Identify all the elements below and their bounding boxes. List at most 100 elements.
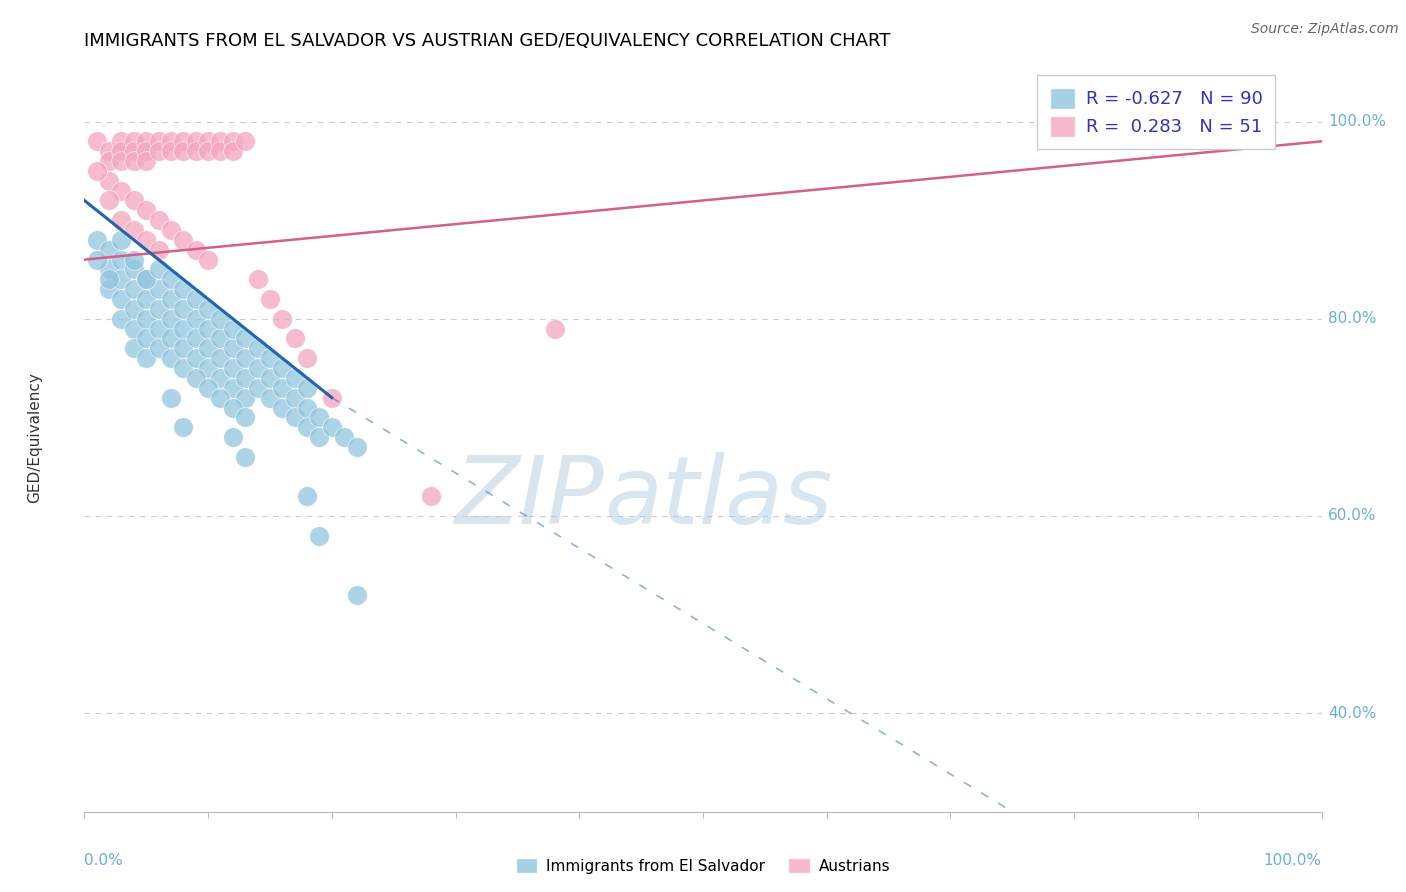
Point	[160, 134, 183, 148]
Point	[122, 282, 145, 296]
Point	[148, 213, 170, 227]
Point	[172, 134, 194, 148]
Point	[98, 243, 121, 257]
Point	[222, 381, 245, 395]
Point	[135, 311, 157, 326]
Text: 100.0%: 100.0%	[1327, 114, 1386, 129]
Point	[197, 321, 219, 335]
Point	[259, 351, 281, 366]
Point	[122, 342, 145, 356]
Point	[172, 233, 194, 247]
Point	[172, 361, 194, 376]
Point	[295, 381, 318, 395]
Point	[110, 272, 132, 286]
Point	[271, 311, 294, 326]
Point	[259, 292, 281, 306]
Point	[148, 301, 170, 316]
Point	[222, 401, 245, 415]
Point	[98, 262, 121, 277]
Point	[160, 272, 183, 286]
Point	[184, 243, 207, 257]
Point	[110, 252, 132, 267]
Point	[172, 342, 194, 356]
Point	[209, 331, 232, 345]
Point	[122, 144, 145, 158]
Point	[110, 233, 132, 247]
Text: Source: ZipAtlas.com: Source: ZipAtlas.com	[1251, 22, 1399, 37]
Point	[160, 391, 183, 405]
Point	[184, 331, 207, 345]
Point	[135, 144, 157, 158]
Point	[184, 144, 207, 158]
Point	[98, 154, 121, 169]
Point	[98, 272, 121, 286]
Point	[122, 134, 145, 148]
Point	[197, 361, 219, 376]
Point	[259, 371, 281, 385]
Point	[308, 529, 330, 543]
Point	[295, 420, 318, 434]
Point	[148, 321, 170, 335]
Point	[172, 301, 194, 316]
Point	[135, 292, 157, 306]
Text: atlas: atlas	[605, 451, 832, 542]
Point	[122, 321, 145, 335]
Point	[122, 262, 145, 277]
Point	[197, 381, 219, 395]
Point	[122, 194, 145, 208]
Point	[321, 420, 343, 434]
Point	[246, 272, 269, 286]
Point	[233, 450, 256, 464]
Point	[222, 144, 245, 158]
Point	[98, 282, 121, 296]
Point	[135, 331, 157, 345]
Point	[184, 311, 207, 326]
Point	[135, 272, 157, 286]
Point	[98, 174, 121, 188]
Text: 0.0%: 0.0%	[84, 853, 124, 868]
Point	[184, 371, 207, 385]
Point	[110, 292, 132, 306]
Point	[246, 381, 269, 395]
Point	[135, 134, 157, 148]
Point	[233, 391, 256, 405]
Point	[233, 371, 256, 385]
Point	[135, 351, 157, 366]
Text: ZIP: ZIP	[454, 451, 605, 542]
Text: 100.0%: 100.0%	[1264, 853, 1322, 868]
Point	[160, 223, 183, 237]
Point	[148, 134, 170, 148]
Point	[246, 361, 269, 376]
Point	[184, 134, 207, 148]
Point	[543, 321, 565, 335]
Point	[160, 144, 183, 158]
Point	[419, 489, 441, 503]
Point	[222, 134, 245, 148]
Legend: Immigrants from El Salvador, Austrians: Immigrants from El Salvador, Austrians	[509, 852, 897, 880]
Point	[271, 401, 294, 415]
Point	[197, 252, 219, 267]
Point	[308, 410, 330, 425]
Point	[271, 381, 294, 395]
Point	[233, 134, 256, 148]
Text: 40.0%: 40.0%	[1327, 706, 1376, 721]
Point	[135, 154, 157, 169]
Point	[110, 134, 132, 148]
Point	[148, 243, 170, 257]
Point	[98, 194, 121, 208]
Point	[122, 223, 145, 237]
Point	[271, 361, 294, 376]
Point	[110, 213, 132, 227]
Point	[110, 184, 132, 198]
Point	[295, 351, 318, 366]
Point	[197, 144, 219, 158]
Point	[135, 203, 157, 218]
Text: GED/Equivalency: GED/Equivalency	[27, 372, 42, 502]
Point	[172, 321, 194, 335]
Point	[122, 252, 145, 267]
Point	[284, 410, 307, 425]
Point	[295, 401, 318, 415]
Point	[86, 233, 108, 247]
Text: IMMIGRANTS FROM EL SALVADOR VS AUSTRIAN GED/EQUIVALENCY CORRELATION CHART: IMMIGRANTS FROM EL SALVADOR VS AUSTRIAN …	[84, 32, 891, 50]
Point	[110, 144, 132, 158]
